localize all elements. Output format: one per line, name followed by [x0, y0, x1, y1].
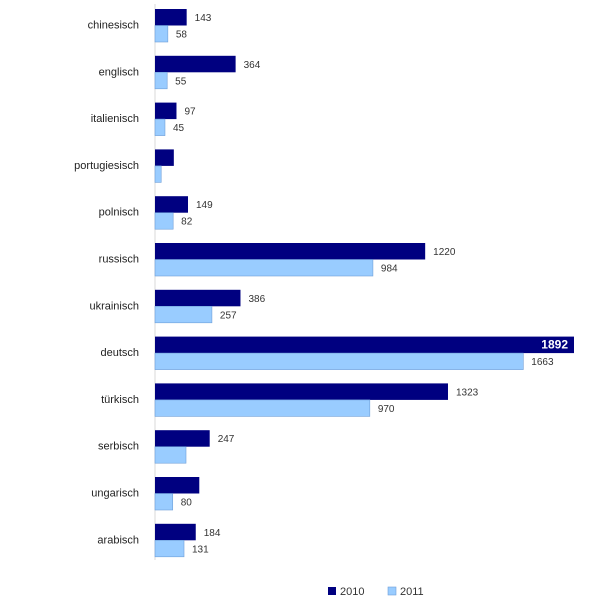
bar-2010 [155, 383, 448, 400]
bar-2010 [155, 477, 200, 494]
category-label: ukrainisch [89, 300, 139, 312]
category-label: russisch [99, 254, 139, 266]
legend-swatch-2011 [387, 586, 397, 596]
data-label: 184 [204, 528, 221, 539]
data-label: 45 [173, 123, 185, 134]
data-label: 149 [196, 200, 213, 211]
legend-label-2010: 2010 [340, 586, 364, 598]
data-label: 1220 [433, 247, 456, 258]
category-label: polnisch [99, 207, 139, 219]
data-label: 80 [181, 498, 193, 509]
bar-2010 [155, 523, 196, 541]
legend-label-2011: 2011 [400, 586, 424, 598]
bars-layer [154, 9, 574, 558]
bar-2011 [154, 72, 168, 90]
bar-2011 [154, 305, 213, 324]
data-label: 1323 [456, 387, 479, 398]
bar-2010 [155, 102, 177, 120]
category-label: arabisch [97, 534, 139, 546]
bar-2011 [154, 352, 524, 370]
bar-2010 [155, 289, 241, 307]
data-label: 55 [175, 76, 187, 87]
legend: 2010 2011 [328, 586, 424, 598]
bar-2010 [155, 243, 426, 260]
bar-2010 [155, 196, 188, 213]
bar-2010 [155, 430, 210, 447]
category-label: serbisch [98, 441, 139, 453]
category-label: italienisch [91, 113, 139, 125]
bar-2011 [154, 212, 174, 230]
data-label: 82 [181, 217, 193, 228]
category-label: deutsch [100, 347, 139, 359]
bar-2011 [154, 399, 371, 417]
category-label: portugiesisch [74, 160, 139, 172]
data-label: 970 [378, 404, 395, 415]
data-label: 131 [192, 544, 209, 555]
legend-swatch-2010 [328, 587, 336, 595]
bar-2010 [155, 149, 174, 166]
category-label: chinesisch [88, 20, 139, 32]
data-label: 247 [218, 434, 235, 445]
bar-2011 [154, 446, 187, 464]
axis-layer: chinesisch englisch italienisch portugiesis… [74, 4, 156, 560]
data-label: 97 [184, 107, 196, 118]
bar-2010 [155, 336, 574, 354]
bar-2011 [154, 493, 174, 511]
bar-2011 [154, 259, 374, 277]
category-label: englisch [99, 66, 139, 78]
data-label: 386 [248, 294, 265, 305]
data-label: 257 [220, 310, 237, 321]
bar-2010 [155, 55, 236, 73]
bar-2011 [154, 25, 169, 43]
data-label: 143 [195, 13, 212, 24]
data-label: 1663 [531, 357, 554, 368]
bar-2010 [155, 9, 187, 26]
data-label: 1892 [541, 338, 568, 352]
data-label: 364 [244, 60, 261, 71]
data-label: 58 [176, 30, 188, 41]
category-label: ungarisch [91, 488, 139, 500]
data-label: 984 [381, 264, 398, 275]
bar-2011 [154, 165, 162, 183]
category-label: türkisch [101, 394, 139, 406]
bar-2011 [154, 118, 166, 136]
bar-2011 [154, 539, 185, 558]
